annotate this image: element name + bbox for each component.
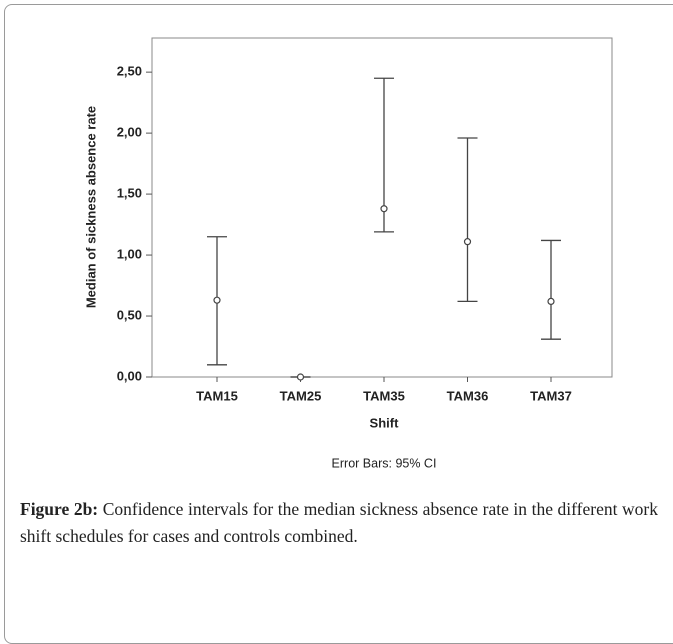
- y-tick-label: 2,00: [117, 125, 142, 140]
- point: [463, 238, 472, 246]
- point: [380, 205, 388, 213]
- x-tick-label: TAM15: [196, 388, 238, 403]
- x-tick-label: TAM25: [280, 388, 322, 403]
- note: Error Bars: 95% CI: [332, 456, 437, 470]
- caption-label: Figure 2b:: [20, 499, 99, 519]
- point: [213, 296, 221, 304]
- y-tick-label: 1,50: [117, 186, 142, 201]
- x-tick-label: TAM35: [363, 388, 405, 403]
- caption-text: Confidence intervals for the median sick…: [20, 499, 659, 546]
- page: {"chart_data": {"type": "errorbar", "x_l…: [4, 4, 673, 644]
- y-tick-label: 0,50: [117, 307, 142, 322]
- x-tick-label: TAM37: [530, 388, 572, 403]
- x-tick-label: TAM36: [447, 388, 489, 403]
- point: [296, 373, 305, 381]
- chart: Median of sickness absence rate Shift Er…: [83, 37, 613, 470]
- caption: Figure 2b: Confidence intervals for the …: [20, 496, 658, 549]
- plot-frame: [151, 37, 613, 378]
- x-axis-label: Shift: [370, 415, 400, 430]
- y-tick-label: 2,50: [117, 64, 142, 79]
- y-axis-label: Median of sickness absence rate: [83, 106, 98, 308]
- point: [547, 297, 555, 305]
- y-tick-label: 0,00: [117, 368, 142, 383]
- y-tick-label: 1,00: [117, 246, 142, 261]
